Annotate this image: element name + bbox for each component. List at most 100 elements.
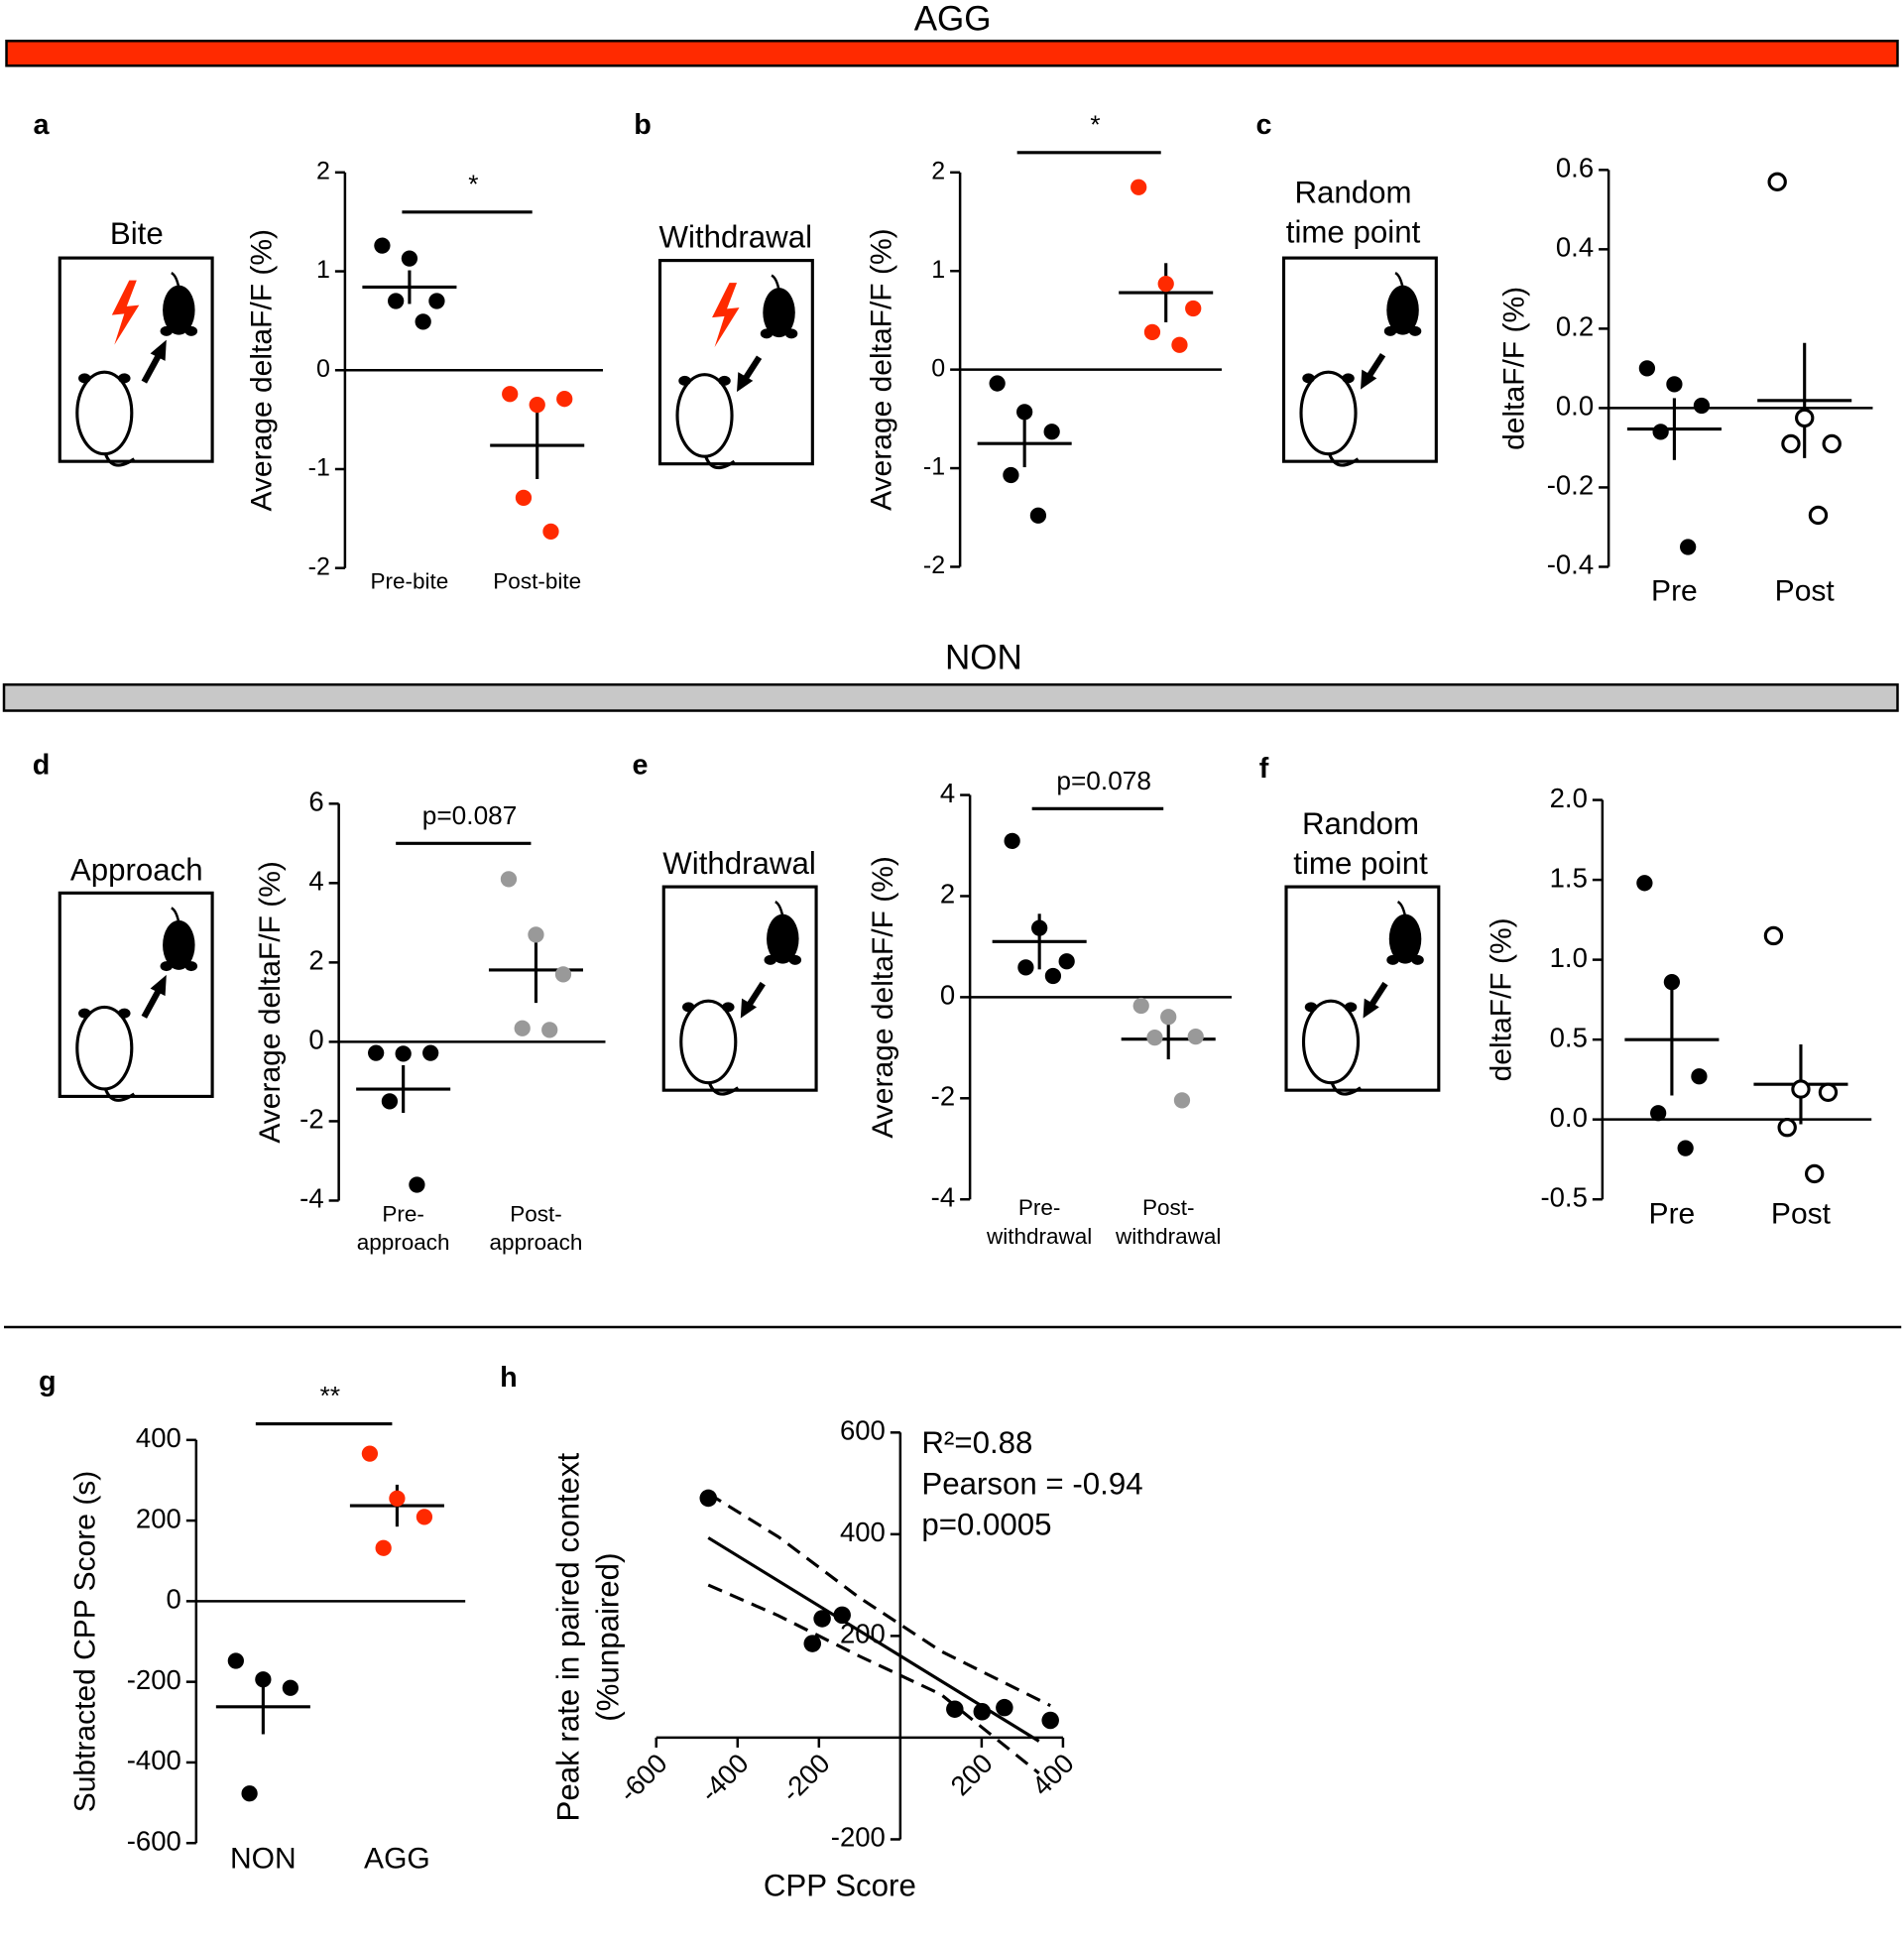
y-axis-label: Subtracted CPP Score (s)	[69, 1471, 102, 1813]
icon	[657, 259, 814, 470]
x-tick-label: Pre-	[1018, 1195, 1061, 1220]
mouse-body	[75, 1005, 134, 1091]
mouse-ear	[118, 1008, 131, 1019]
x-tick-label: Pre-	[382, 1201, 424, 1226]
data-point	[1016, 404, 1033, 421]
mouse-ear	[760, 328, 774, 339]
confidence-band	[707, 1492, 1051, 1708]
lightning	[712, 283, 740, 348]
data-point	[282, 1679, 298, 1696]
data-point	[502, 386, 519, 403]
x-tick-label: Pre-bite	[371, 569, 449, 594]
data-point	[1187, 1029, 1204, 1045]
data-point	[541, 1022, 558, 1038]
mouse-ear	[1344, 1002, 1358, 1013]
data-point	[1031, 919, 1048, 936]
arrow-head	[740, 998, 758, 1019]
data-point	[833, 1606, 851, 1625]
y-tick-label: 1.5	[1550, 862, 1588, 893]
y-axis-label: deltaF/F (%)	[1497, 287, 1530, 450]
mouse-ear	[682, 1002, 695, 1013]
arrow-head	[150, 974, 167, 997]
x-tick-label: Post-bite	[493, 569, 581, 594]
box-label: Withdrawal	[659, 220, 813, 255]
y-tick-label: -0.5	[1540, 1181, 1587, 1212]
y-tick-label: 6	[308, 787, 323, 817]
data-point	[1029, 507, 1047, 524]
data-point	[1004, 832, 1020, 850]
panel-label: f	[1259, 753, 1269, 785]
significance-label: p=0.078	[1056, 766, 1151, 795]
data-point	[1058, 953, 1075, 970]
y-tick-label: 4	[308, 866, 323, 897]
y-axis-label: Average deltaF/F (%)	[254, 861, 287, 1144]
arrow-head	[150, 339, 167, 361]
arrow-head	[1363, 998, 1379, 1019]
x-tick-label: Post	[1771, 1197, 1832, 1230]
data-point	[415, 313, 431, 330]
data-point	[813, 1610, 831, 1628]
y-tick-label: 0	[931, 354, 945, 382]
mouse-ear	[764, 954, 777, 965]
data-point	[361, 1445, 379, 1462]
y-tick-label: 200	[136, 1503, 181, 1533]
data-point	[1638, 360, 1656, 377]
significance-label: *	[468, 170, 478, 199]
mouse-body	[1301, 999, 1361, 1085]
data-point	[227, 1652, 244, 1669]
data-point	[1636, 875, 1653, 892]
data-point	[554, 966, 572, 983]
y-tick-label: -4	[931, 1181, 955, 1212]
mouse-body	[75, 370, 134, 456]
data-point	[241, 1785, 258, 1802]
data-point	[1693, 397, 1711, 415]
y-tick-label: -200	[127, 1664, 181, 1695]
x-tick-label: NON	[230, 1843, 297, 1876]
x-tick-label: approach	[357, 1230, 450, 1255]
data-point	[416, 1509, 433, 1525]
y-axis-label: Average deltaF/F (%)	[245, 229, 278, 512]
box-label: time point	[1286, 215, 1421, 250]
data-point	[1791, 1079, 1811, 1099]
data-point	[1146, 1030, 1163, 1046]
data-point	[389, 1490, 406, 1507]
arrow	[746, 981, 766, 1007]
mouse-ear	[184, 961, 198, 972]
box-label: Random	[1294, 176, 1411, 210]
box-label: Withdrawal	[662, 846, 816, 881]
y-tick-label: 0.0	[1556, 391, 1594, 422]
mouse-ear	[1386, 954, 1399, 965]
data-point	[542, 523, 559, 540]
mouse-body	[163, 919, 195, 970]
box-label: Approach	[70, 852, 203, 887]
arrow	[1367, 352, 1386, 378]
y-tick-label: -200	[831, 1822, 886, 1853]
y-tick-label: 2.0	[1550, 783, 1588, 813]
mouse-body	[763, 288, 795, 338]
data-point	[514, 1020, 531, 1036]
x-tick-label: AGG	[364, 1843, 430, 1876]
y-tick-label: 0	[308, 1025, 323, 1055]
y-tick-label: -600	[127, 1825, 181, 1856]
mouse-ear	[722, 1002, 735, 1013]
data-point	[500, 871, 518, 888]
mouse-ear	[1304, 1002, 1318, 1013]
y-axis-label: Average deltaF/F (%)	[866, 228, 898, 511]
panel-label: g	[39, 1366, 57, 1398]
data-point	[996, 1698, 1013, 1717]
y-tick-label: 2	[308, 945, 323, 976]
data-point	[1691, 1068, 1708, 1085]
x-tick-label: withdrawal	[1115, 1224, 1221, 1249]
section-title: AGG	[914, 0, 992, 39]
data-point	[1160, 1009, 1177, 1026]
icon	[58, 891, 214, 1102]
data-point	[409, 1176, 425, 1193]
section-title: NON	[945, 639, 1022, 677]
y-tick-label: 1	[931, 256, 945, 284]
arrow	[1368, 981, 1388, 1007]
data-point	[255, 1671, 272, 1688]
data-point	[1767, 172, 1787, 192]
significance-label: **	[320, 1381, 340, 1410]
data-point	[1795, 408, 1815, 428]
data-point	[1805, 1163, 1825, 1184]
